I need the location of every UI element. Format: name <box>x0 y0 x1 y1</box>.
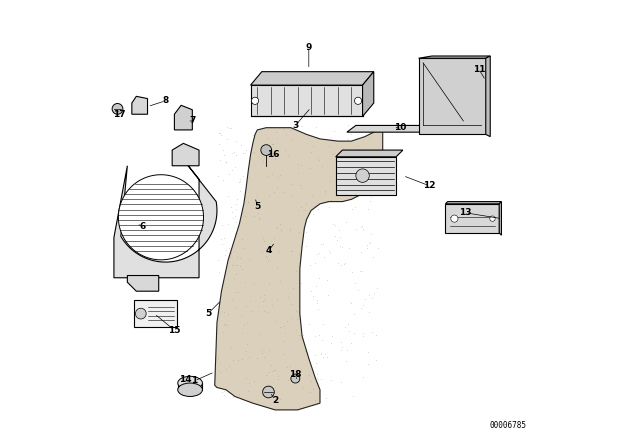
Circle shape <box>356 169 369 182</box>
Polygon shape <box>362 72 374 116</box>
Text: 14: 14 <box>179 375 192 384</box>
Circle shape <box>262 386 275 398</box>
Circle shape <box>291 374 300 383</box>
Polygon shape <box>347 125 441 132</box>
Text: 16: 16 <box>267 150 279 159</box>
Circle shape <box>355 97 362 104</box>
Polygon shape <box>132 96 148 114</box>
Polygon shape <box>134 300 177 327</box>
Polygon shape <box>419 58 486 134</box>
Polygon shape <box>499 202 502 235</box>
Text: 00006785: 00006785 <box>489 421 526 430</box>
Polygon shape <box>445 202 502 204</box>
Circle shape <box>451 215 458 222</box>
Polygon shape <box>251 85 362 116</box>
Circle shape <box>252 97 259 104</box>
Text: 10: 10 <box>394 123 407 132</box>
Polygon shape <box>172 143 199 166</box>
Polygon shape <box>445 204 499 233</box>
Circle shape <box>261 145 271 155</box>
Circle shape <box>490 216 495 221</box>
Text: 12: 12 <box>424 181 436 190</box>
Text: 9: 9 <box>306 43 312 52</box>
Circle shape <box>112 103 123 114</box>
Circle shape <box>136 308 146 319</box>
Text: 17: 17 <box>113 110 125 119</box>
Polygon shape <box>419 56 490 58</box>
Text: 2: 2 <box>272 396 278 405</box>
Text: 18: 18 <box>289 370 301 379</box>
Ellipse shape <box>178 383 202 396</box>
Polygon shape <box>486 56 490 137</box>
Text: 11: 11 <box>473 65 485 74</box>
Text: 5: 5 <box>254 202 260 211</box>
Text: 4: 4 <box>266 246 271 255</box>
Polygon shape <box>127 276 159 291</box>
Text: 8: 8 <box>163 96 168 105</box>
Text: 5: 5 <box>205 309 211 318</box>
Text: 6: 6 <box>140 222 146 231</box>
Polygon shape <box>114 157 217 278</box>
Text: 1: 1 <box>191 376 198 385</box>
Text: 15: 15 <box>168 326 180 335</box>
Text: 7: 7 <box>189 116 195 125</box>
Polygon shape <box>336 157 396 195</box>
Polygon shape <box>215 125 383 410</box>
Polygon shape <box>178 383 202 390</box>
Text: 13: 13 <box>460 208 472 217</box>
Polygon shape <box>251 72 374 85</box>
Polygon shape <box>118 175 204 260</box>
Polygon shape <box>174 105 192 130</box>
Ellipse shape <box>178 376 202 390</box>
Text: 3: 3 <box>292 121 298 130</box>
Polygon shape <box>336 150 403 157</box>
